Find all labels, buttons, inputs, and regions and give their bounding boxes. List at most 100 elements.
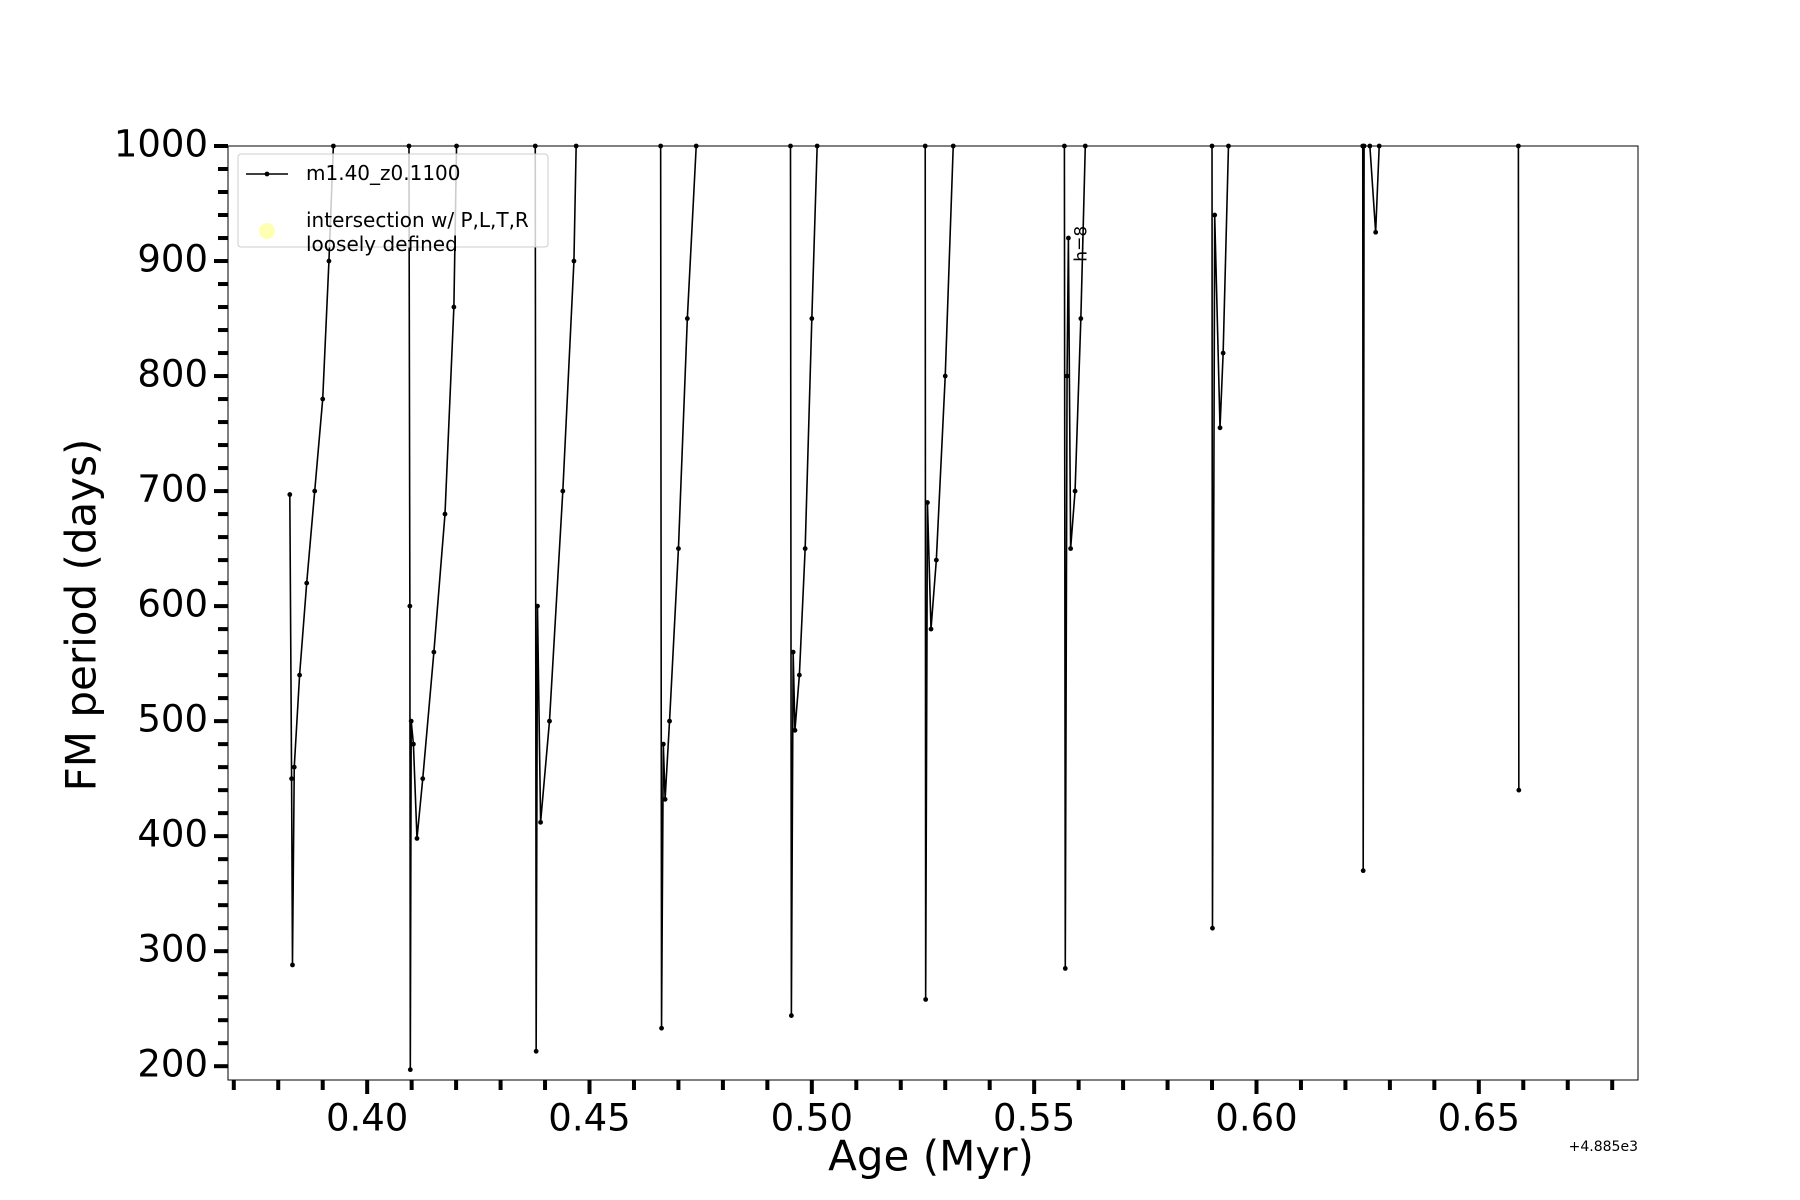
y-axis-label: FM period (days) [57,439,106,792]
data-point [1210,925,1215,931]
x-tick-label: 0.45 [548,1097,630,1140]
data-point [535,603,540,609]
data-point [1360,868,1366,874]
data-point [790,649,796,655]
data-point [1217,425,1223,431]
data-point [1226,143,1231,149]
data-point [1220,350,1226,356]
x-tick-label: 0.40 [326,1097,408,1140]
data-point [532,143,538,149]
data-point [1361,143,1367,149]
series-group [287,143,1522,1073]
y-tick-label: 700 [137,468,208,511]
data-point [291,764,297,770]
data-point [659,1025,664,1031]
data-point [925,500,930,505]
legend-label: m1.40_z0.1100 [306,161,461,185]
data-point [802,546,808,551]
data-point [1061,143,1067,149]
data-point [1062,966,1068,971]
data-point [1376,143,1382,149]
data-point [287,492,293,497]
legend-marker [264,171,270,177]
x-axis-label: Age (Myr) [828,1132,1034,1181]
data-point [1082,143,1088,149]
data-point [684,316,690,321]
y-tick-label: 600 [137,583,208,626]
x-offset-label: +4.885e3 [1569,1139,1638,1155]
data-point [312,488,318,494]
data-point [408,718,414,724]
data-point [1516,787,1522,793]
data-point [560,488,566,494]
data-point [662,796,668,802]
data-point [928,626,934,632]
data-point [1068,546,1074,551]
data-point [950,143,956,149]
data-point [667,718,672,724]
data-point [411,741,416,747]
y-tick-label: 300 [137,928,208,971]
data-point [573,143,579,149]
data-point [922,143,928,149]
y-tick-label: 800 [137,353,208,396]
data-point [1373,229,1379,235]
y-tick-label: 500 [137,698,208,741]
data-point [788,143,793,149]
data-point [1212,212,1218,218]
data-point [454,143,459,149]
legend-label: intersection w/ P,L,T,R loosely defined [306,208,529,256]
data-point [1515,143,1521,149]
data-point [442,511,448,517]
data-point [406,143,412,149]
x-tick-label: 0.65 [1438,1097,1520,1140]
data-point [290,962,295,968]
y-tick-label: 200 [137,1043,208,1086]
y-tick-label: 900 [137,238,208,281]
plot-frame [227,145,1639,1081]
data-point [809,316,815,321]
annotation: h=8 [1071,226,1091,262]
data-point [693,143,699,149]
data-point [538,819,543,825]
data-point [420,776,426,782]
x-tick-label: 0.55 [993,1097,1075,1140]
data-point [1065,235,1071,241]
series-line [289,145,1520,1070]
data-point [289,776,294,782]
data-point [407,603,413,609]
y-tick-label: 400 [137,813,208,856]
data-point [414,836,420,841]
data-point [330,143,336,149]
data-point [796,672,802,678]
data-point [792,727,798,733]
data-point [933,557,939,563]
data-point [547,718,552,724]
data-point [407,1067,413,1073]
data-point [658,143,664,149]
data-point [1209,143,1215,149]
data-point [814,143,820,149]
data-point [788,1013,794,1018]
x-tick-label: 0.50 [771,1097,853,1140]
data-point [1078,316,1084,321]
data-point [431,649,437,655]
legend-marker [259,223,275,239]
data-point [571,258,577,264]
data-point [942,373,948,379]
data-point [320,396,326,402]
data-point [326,258,332,264]
data-point [923,997,929,1002]
data-point [304,580,310,586]
data-point [660,741,666,747]
y-tick-label: 1000 [114,123,208,166]
data-point [451,304,457,310]
data-point [533,1048,539,1054]
x-tick-label: 0.60 [1215,1097,1297,1140]
legend-box [237,153,549,248]
data-point [1367,143,1373,149]
data-point [297,672,302,678]
data-point [1072,488,1078,494]
data-point [676,546,681,551]
